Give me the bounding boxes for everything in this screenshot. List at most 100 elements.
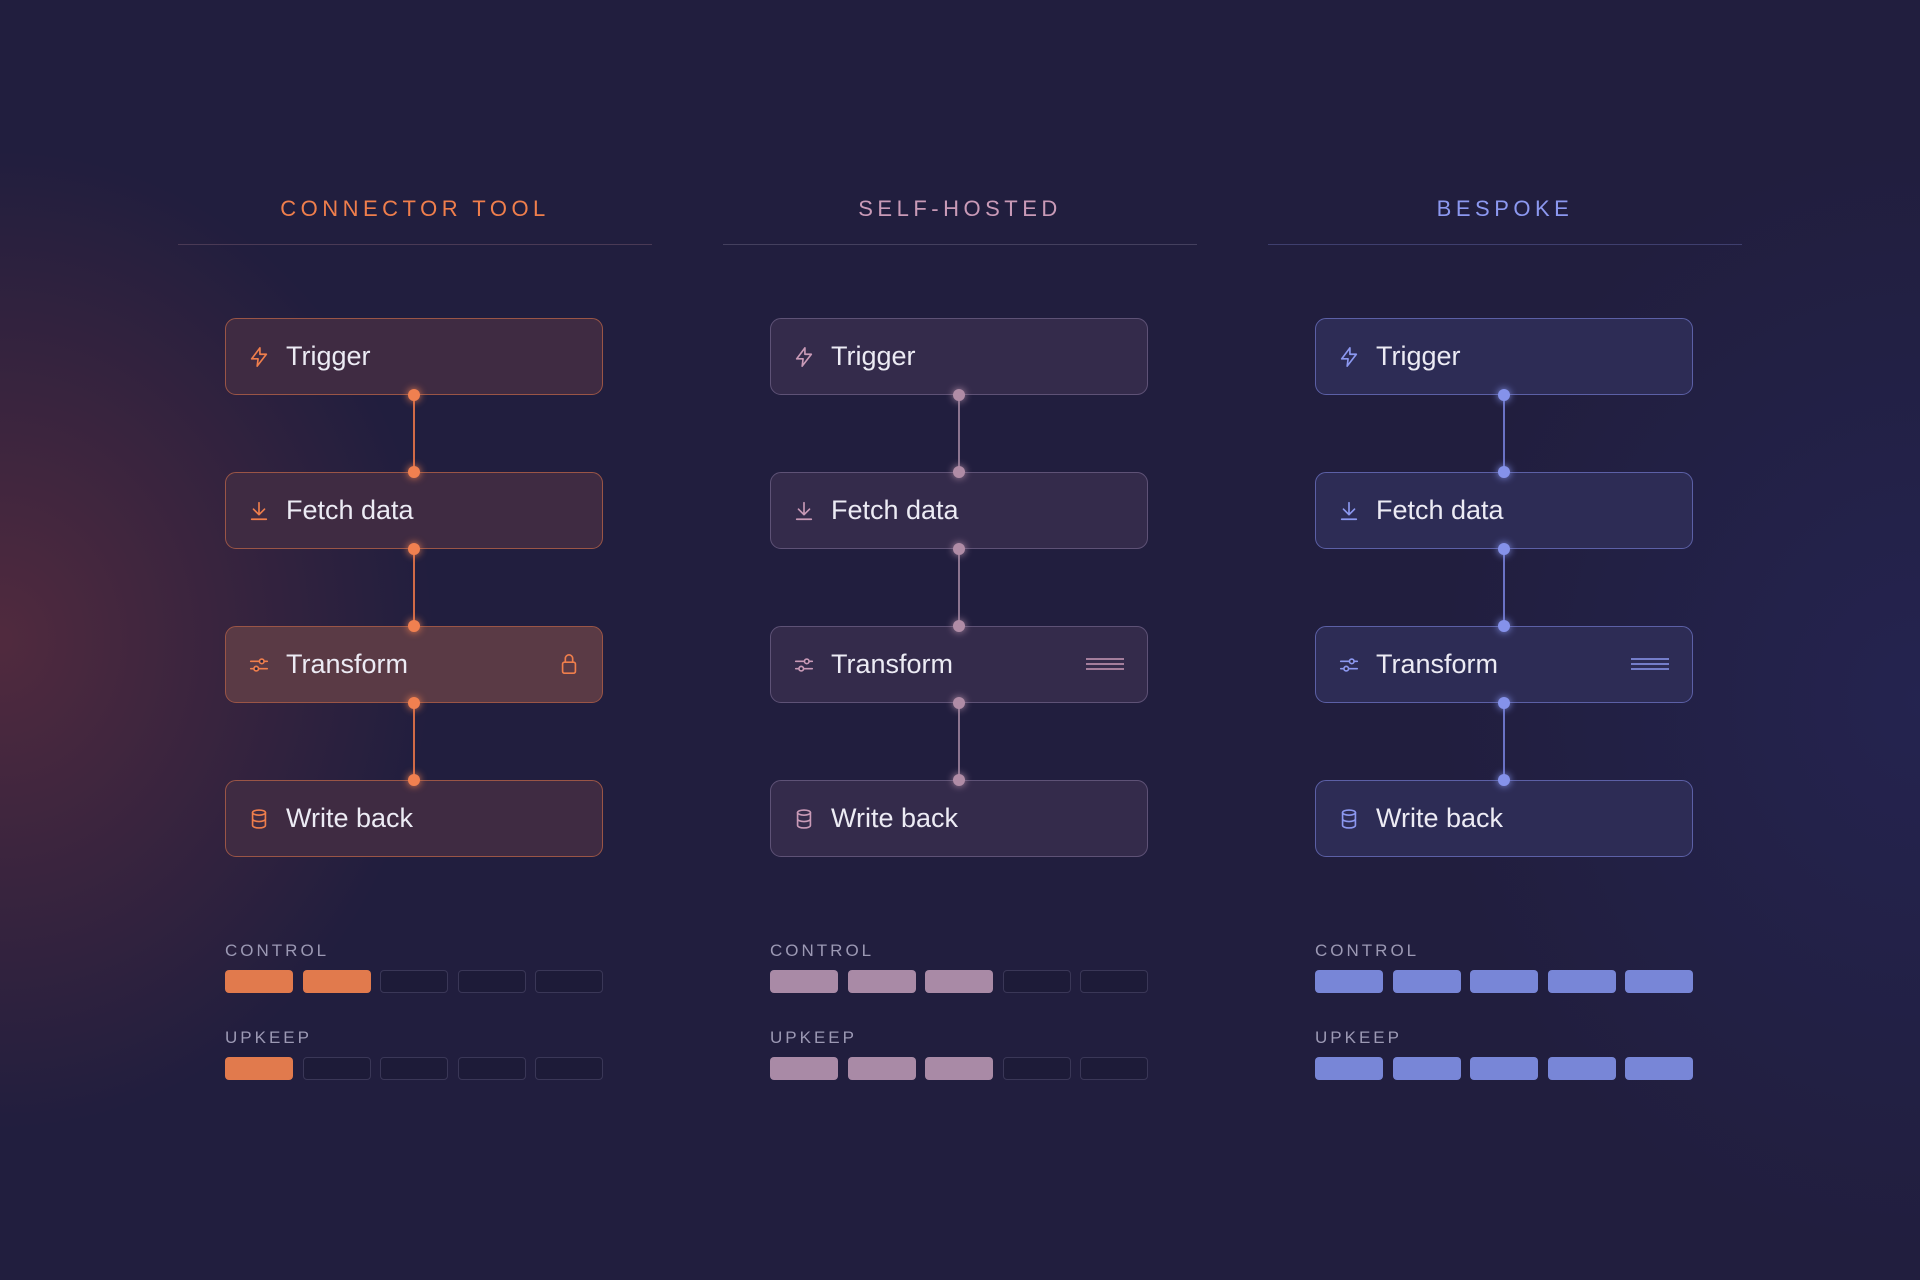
connector-line bbox=[1503, 395, 1505, 472]
meter-cell-empty bbox=[457, 1057, 526, 1080]
column-bespoke: BESPOKE Trigger Fetch data Transform Write b… bbox=[1268, 0, 1742, 1280]
download-icon bbox=[248, 500, 270, 522]
node-trigger[interactable]: Trigger bbox=[770, 318, 1148, 395]
connector-line bbox=[413, 395, 415, 472]
sliders-icon bbox=[248, 654, 270, 676]
column-divider bbox=[723, 244, 1197, 245]
lock-icon bbox=[558, 651, 580, 682]
node-write-back[interactable]: Write back bbox=[1315, 780, 1693, 857]
node-fetch-data[interactable]: Fetch data bbox=[770, 472, 1148, 549]
connector-line bbox=[1503, 703, 1505, 780]
connector-dot bbox=[1498, 620, 1510, 632]
meter-cell-filled bbox=[1470, 970, 1538, 993]
connector-dot bbox=[953, 697, 965, 709]
node-write-back[interactable]: Write back bbox=[770, 780, 1148, 857]
upkeep-meter bbox=[770, 1057, 1148, 1080]
connector-dot bbox=[408, 774, 420, 786]
upkeep-meter bbox=[225, 1057, 603, 1080]
meter-cell-empty bbox=[535, 970, 603, 993]
menu-lines-icon[interactable] bbox=[1630, 651, 1670, 682]
node-trigger[interactable]: Trigger bbox=[225, 318, 603, 395]
node-label: Fetch data bbox=[1376, 495, 1504, 525]
menu-lines-icon[interactable] bbox=[1085, 651, 1125, 682]
meter-cell-filled bbox=[302, 970, 371, 993]
column-title: CONNECTOR TOOL bbox=[280, 196, 550, 221]
meter-cell-filled bbox=[1315, 1057, 1383, 1080]
node-trigger[interactable]: Trigger bbox=[1315, 318, 1693, 395]
control-meter bbox=[1315, 970, 1693, 993]
connector-dot bbox=[1498, 466, 1510, 478]
meter-cell-filled bbox=[1315, 970, 1383, 993]
lightning-icon bbox=[1338, 346, 1360, 368]
connector-dot bbox=[408, 389, 420, 401]
node-label: Fetch data bbox=[831, 495, 959, 525]
connector-line bbox=[958, 703, 960, 780]
connector-dot bbox=[1498, 543, 1510, 555]
node-transform[interactable]: Transform bbox=[1315, 626, 1693, 703]
connector-dot bbox=[953, 620, 965, 632]
node-label: Trigger bbox=[831, 341, 916, 371]
meter-cell-filled bbox=[1625, 970, 1693, 993]
database-icon bbox=[1338, 808, 1360, 830]
connector-dot bbox=[1498, 774, 1510, 786]
node-label: Write back bbox=[1376, 803, 1504, 833]
download-icon bbox=[1338, 500, 1360, 522]
control-label: CONTROL bbox=[770, 941, 875, 960]
column-connector-tool: CONNECTOR TOOL Trigger Fetch data Transform… bbox=[178, 0, 652, 1280]
meter-cell-filled bbox=[1625, 1057, 1693, 1080]
meter-cell-filled bbox=[1470, 1057, 1538, 1080]
node-fetch-data[interactable]: Fetch data bbox=[1315, 472, 1693, 549]
download-icon bbox=[793, 500, 815, 522]
meter-cell-filled bbox=[847, 1057, 916, 1080]
control-meter bbox=[225, 970, 603, 993]
sliders-icon bbox=[793, 654, 815, 676]
meter-cell-empty bbox=[535, 1057, 603, 1080]
database-icon bbox=[248, 808, 270, 830]
meter-cell-empty bbox=[1002, 970, 1071, 993]
connector-line bbox=[413, 549, 415, 626]
connector-dot bbox=[408, 466, 420, 478]
node-write-back[interactable]: Write back bbox=[225, 780, 603, 857]
upkeep-meter bbox=[1315, 1057, 1693, 1080]
node-transform[interactable]: Transform bbox=[770, 626, 1148, 703]
connector-line bbox=[413, 703, 415, 780]
meter-cell-empty bbox=[380, 1057, 448, 1080]
lightning-icon bbox=[793, 346, 815, 368]
connector-dot bbox=[953, 543, 965, 555]
meter-cell-empty bbox=[380, 970, 448, 993]
control-meter bbox=[770, 970, 1148, 993]
connector-dot bbox=[1498, 697, 1510, 709]
meter-cell-filled bbox=[925, 1057, 993, 1080]
connector-dot bbox=[953, 389, 965, 401]
node-fetch-data[interactable]: Fetch data bbox=[225, 472, 603, 549]
column-divider bbox=[178, 244, 652, 245]
connector-line bbox=[958, 395, 960, 472]
upkeep-label: UPKEEP bbox=[1315, 1028, 1402, 1047]
connector-dot bbox=[953, 466, 965, 478]
connector-dot bbox=[953, 774, 965, 786]
column-title: SELF-HOSTED bbox=[858, 196, 1062, 221]
meter-cell-filled bbox=[1392, 970, 1461, 993]
control-label: CONTROL bbox=[225, 941, 330, 960]
meter-cell-filled bbox=[847, 970, 916, 993]
node-label: Transform bbox=[831, 649, 954, 679]
upkeep-label: UPKEEP bbox=[225, 1028, 312, 1047]
node-label: Write back bbox=[831, 803, 959, 833]
connector-line bbox=[958, 549, 960, 626]
lightning-icon bbox=[248, 346, 270, 368]
connector-dot bbox=[408, 543, 420, 555]
connector-dot bbox=[1498, 389, 1510, 401]
meter-cell-filled bbox=[770, 970, 838, 993]
node-transform[interactable]: Transform bbox=[225, 626, 603, 703]
connector-line bbox=[1503, 549, 1505, 626]
meter-cell-filled bbox=[1547, 970, 1616, 993]
upkeep-label: UPKEEP bbox=[770, 1028, 857, 1047]
meter-cell-filled bbox=[770, 1057, 838, 1080]
meter-cell-empty bbox=[302, 1057, 371, 1080]
column-divider bbox=[1268, 244, 1742, 245]
meter-cell-empty bbox=[1080, 1057, 1148, 1080]
meter-cell-filled bbox=[1547, 1057, 1616, 1080]
database-icon bbox=[793, 808, 815, 830]
node-label: Transform bbox=[286, 649, 409, 679]
meter-cell-filled bbox=[225, 1057, 293, 1080]
